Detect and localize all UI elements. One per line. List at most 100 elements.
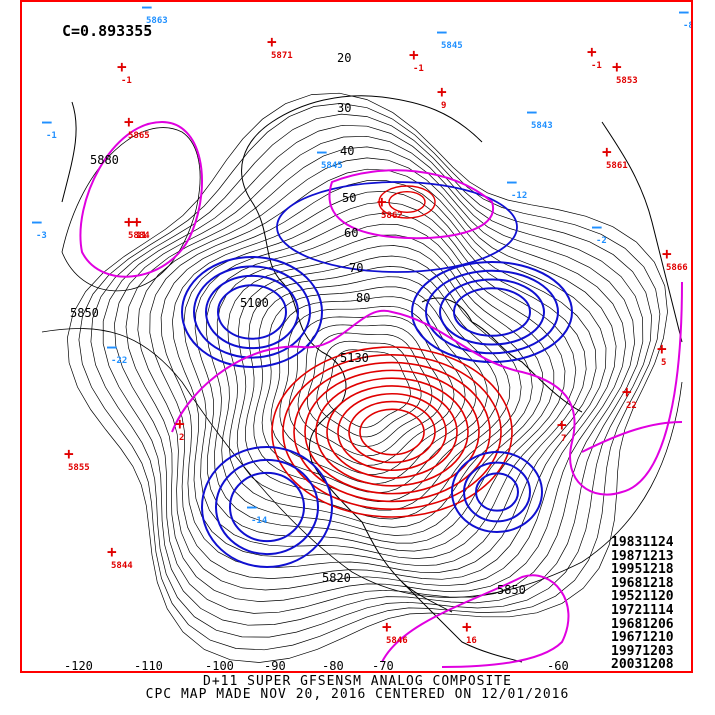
anomaly-markers: +5871+5865+5862+5866+5853+5884+5855+5844… [32, 2, 693, 646]
longitude-label: -100 [205, 659, 234, 673]
positive-anomaly-marker: +5855 [64, 444, 90, 473]
positive-anomaly-marker: +5871 [267, 32, 293, 61]
minus-icon: – [142, 2, 152, 16]
longitude-label: -110 [134, 659, 163, 673]
height-contour [90, 113, 652, 638]
height-contour [326, 349, 411, 428]
plus-icon: + [267, 32, 277, 51]
longitude-label: -70 [372, 659, 394, 673]
analog-date-list: 19831124 19871213 19951218 19681218 19521120… [611, 536, 695, 672]
height-contour [183, 201, 577, 559]
footer-subtitle: CPC MAP MADE NOV 20, 2016 CENTERED ON 12… [145, 687, 570, 702]
zero-anomaly-contour [581, 421, 683, 453]
negative-anomaly-marker: –5863 [142, 2, 168, 26]
positive-anomaly-contour [348, 400, 436, 464]
height-label: 5130 [340, 351, 369, 365]
height-contour [307, 332, 433, 447]
anomaly-value: 22 [626, 401, 637, 411]
anomaly-contours [79, 120, 683, 668]
negative-anomaly-marker: –-2 [592, 217, 607, 246]
analog-date: 20031208 [611, 657, 674, 673]
negative-anomaly-marker: –-22 [107, 337, 127, 366]
anomaly-value: 5871 [271, 51, 293, 61]
height-contour [270, 296, 477, 485]
negative-anomaly-marker: –5845 [317, 142, 343, 171]
anomaly-value: -1 [46, 131, 57, 141]
height-contour [61, 127, 201, 292]
positive-anomaly-contour [271, 346, 513, 518]
height-contours [41, 92, 683, 663]
negative-anomaly-contour [181, 256, 323, 368]
coastlines [61, 95, 683, 663]
longitude-label: -120 [64, 659, 93, 673]
coastline-north-america [251, 201, 453, 613]
positive-anomaly-marker: +-1 [409, 45, 424, 74]
positive-anomaly-marker: +7 [557, 415, 567, 444]
plus-icon: + [124, 212, 134, 231]
plus-icon: + [64, 444, 74, 463]
negative-anomaly-marker: –-3 [32, 212, 47, 241]
longitude-labels: -120 -110 -100 -90 -80 -70 -60 [64, 659, 569, 673]
positive-anomaly-marker: +-1 [587, 42, 602, 71]
positive-anomaly-marker: +11 [132, 212, 147, 241]
plus-icon: + [437, 82, 447, 101]
plus-icon: + [612, 57, 622, 76]
anomaly-value: 9 [441, 101, 446, 111]
coastline-asia-pacific [601, 121, 683, 343]
plus-icon: + [175, 414, 185, 433]
positive-anomaly-marker: +5846 [382, 617, 408, 646]
plus-icon: + [557, 415, 567, 434]
latitude-label: 40 [340, 144, 354, 158]
anomaly-value: -12 [511, 191, 527, 201]
positive-anomaly-contour [388, 191, 426, 213]
height-contour [216, 234, 544, 536]
positive-anomaly-marker: +5844 [107, 542, 133, 571]
anomaly-value: 11 [136, 231, 147, 241]
zero-anomaly-contour [171, 281, 683, 496]
positive-anomaly-marker: +5865 [124, 112, 150, 141]
minus-icon: – [247, 497, 257, 516]
anomaly-value: 5845 [441, 41, 463, 51]
coastline-europe [421, 297, 583, 413]
anomaly-value: 5863 [146, 16, 168, 26]
height-contour [316, 340, 422, 438]
anomaly-value: 5861 [606, 161, 628, 171]
anomaly-value: 5844 [111, 561, 133, 571]
anomaly-value: -14 [251, 516, 268, 526]
analog-date: 19681218 [611, 575, 674, 591]
plus-icon: + [662, 244, 672, 263]
height-contour [114, 135, 635, 614]
anomaly-value: -1 [591, 61, 602, 71]
positive-anomaly-contour [315, 377, 469, 487]
height-contour [41, 328, 683, 598]
analog-date: 19871213 [611, 548, 674, 564]
height-contour [137, 157, 617, 591]
positive-anomaly-contour [337, 392, 447, 472]
zero-anomaly-contour [328, 169, 495, 240]
negative-anomaly-contour [463, 461, 531, 523]
height-contour [297, 324, 444, 457]
positive-anomaly-contour [326, 385, 458, 479]
height-contour [125, 146, 627, 602]
height-contour [149, 168, 607, 580]
anomaly-value: -8 [683, 21, 693, 31]
anomaly-value: 5862 [381, 211, 403, 221]
plus-icon: + [124, 112, 134, 131]
latitude-label: 60 [344, 226, 358, 240]
minus-icon: – [107, 337, 117, 356]
height-labels: 5880 5850 5850 5820 5130 5100 [70, 153, 526, 597]
negative-anomaly-marker: –-14 [247, 497, 268, 526]
anomaly-value: 7 [561, 434, 566, 444]
negative-anomaly-contour [229, 471, 305, 543]
positive-anomaly-contour [378, 185, 436, 219]
plus-icon: + [377, 192, 387, 211]
plus-icon: + [622, 382, 632, 401]
anomaly-value: 5865 [128, 131, 150, 141]
height-contour [67, 92, 668, 663]
height-contour [253, 276, 499, 503]
minus-icon: – [32, 212, 42, 231]
negative-anomaly-contour [215, 458, 319, 556]
positive-anomaly-contour [282, 353, 502, 511]
positive-anomaly-marker: +16 [462, 617, 477, 646]
height-contour [194, 212, 566, 552]
